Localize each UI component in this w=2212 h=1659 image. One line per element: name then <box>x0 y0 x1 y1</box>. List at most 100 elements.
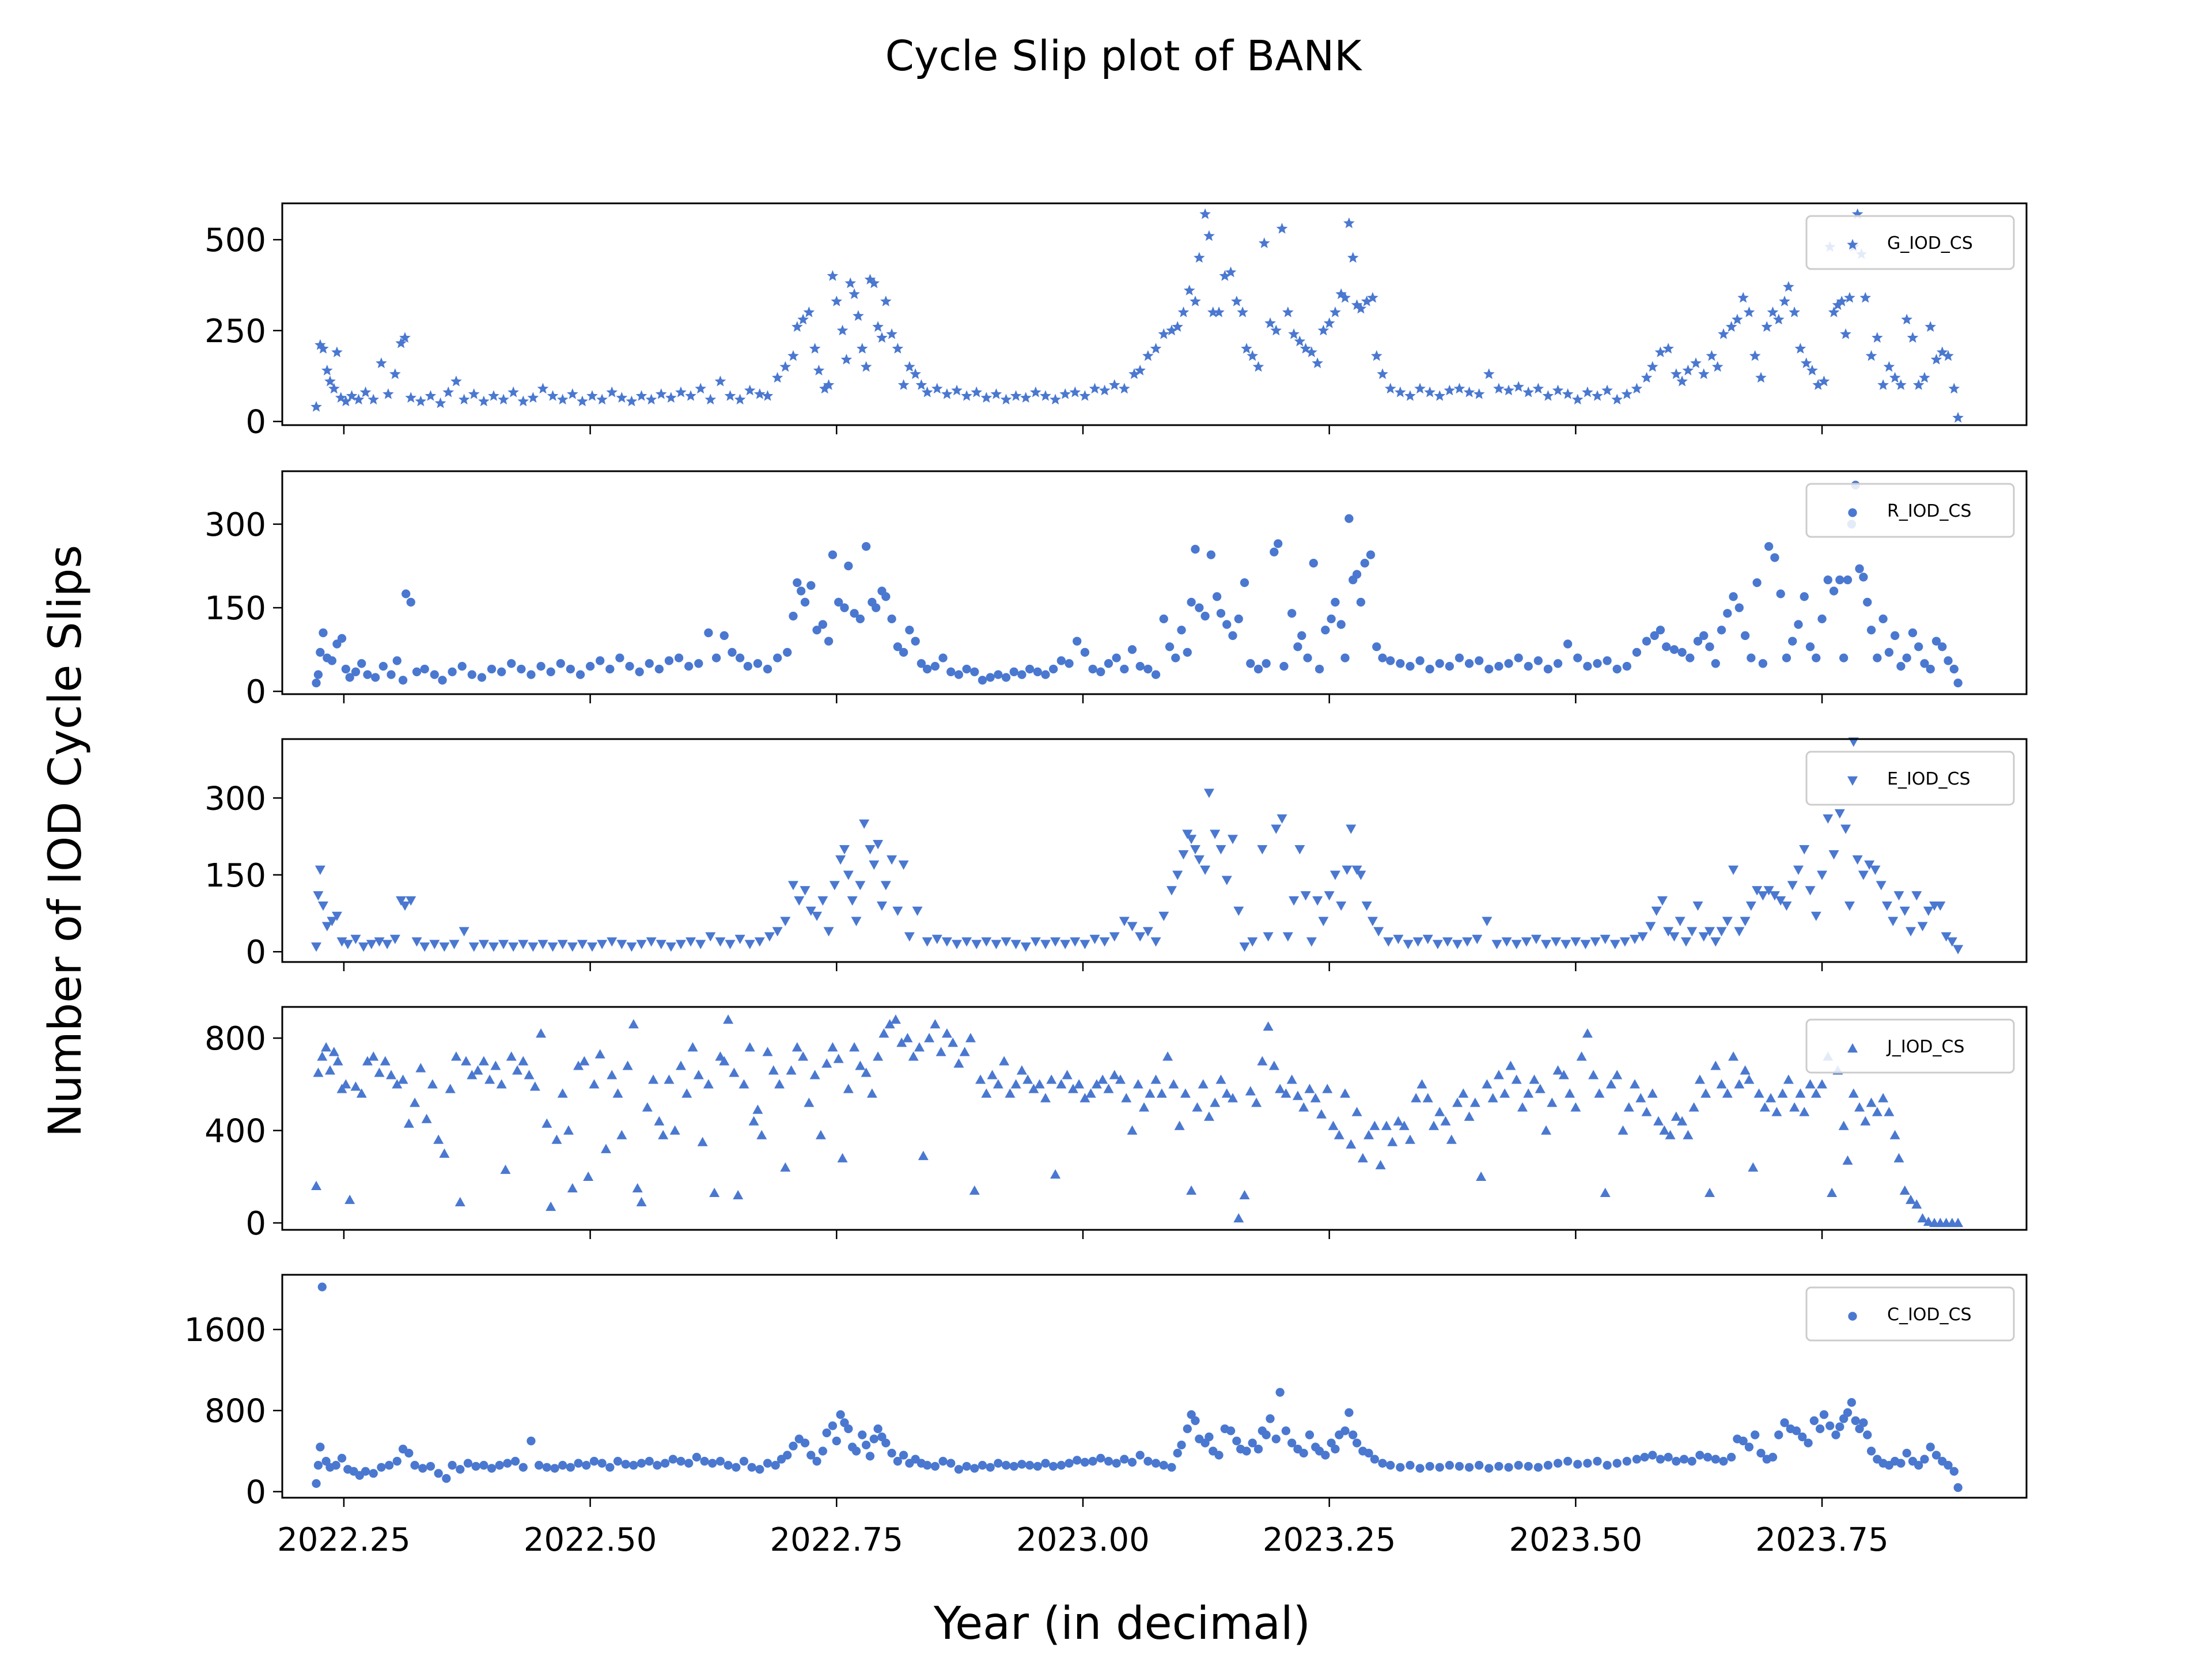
data-point <box>1647 1088 1658 1098</box>
data-point <box>1158 328 1170 339</box>
data-point <box>542 1463 551 1472</box>
data-point <box>537 382 549 394</box>
data-point <box>419 942 430 952</box>
data-point <box>828 550 838 559</box>
data-point <box>1005 1088 1016 1098</box>
data-point <box>478 1056 489 1066</box>
data-point <box>319 628 328 638</box>
data-point <box>1908 628 1918 638</box>
data-point <box>353 393 365 405</box>
data-point <box>332 1056 343 1066</box>
data-point <box>1734 1079 1745 1089</box>
data-point <box>890 1014 901 1024</box>
data-point <box>1017 1460 1027 1469</box>
data-point <box>340 395 352 407</box>
data-point <box>1864 860 1875 870</box>
data-point <box>1321 626 1330 635</box>
data-point <box>1671 368 1682 379</box>
data-point <box>311 1180 322 1191</box>
data-point <box>1159 614 1168 624</box>
data-point <box>1104 1457 1113 1466</box>
data-point <box>1080 1093 1090 1103</box>
data-point <box>1288 328 1300 339</box>
data-point <box>752 1104 763 1114</box>
data-point <box>800 1438 810 1448</box>
data-point <box>1618 1125 1628 1135</box>
data-point <box>1690 357 1702 369</box>
data-point <box>922 937 933 947</box>
data-point <box>1143 664 1153 674</box>
data-point <box>596 656 605 665</box>
data-point <box>315 865 325 875</box>
data-point <box>887 614 896 624</box>
data-point <box>1139 1102 1150 1112</box>
data-point <box>1902 653 1911 662</box>
data-point <box>831 296 843 306</box>
data-point <box>313 891 324 901</box>
data-point <box>687 1042 698 1052</box>
data-point <box>719 631 729 641</box>
data-point <box>1414 382 1426 394</box>
data-point <box>739 1457 749 1466</box>
data-point <box>1017 670 1027 679</box>
data-point <box>1458 1088 1469 1098</box>
data-point <box>1622 1457 1631 1466</box>
data-point <box>1415 1464 1425 1473</box>
data-point <box>1923 1216 1934 1226</box>
data-point <box>635 390 647 401</box>
data-point <box>1316 1109 1327 1119</box>
data-point <box>313 1461 323 1470</box>
data-point <box>1174 1120 1185 1130</box>
data-point <box>1040 390 1051 401</box>
data-point <box>1356 597 1366 607</box>
data-point <box>738 1079 749 1089</box>
data-point <box>921 386 933 397</box>
data-point <box>629 1461 638 1470</box>
data-point <box>1096 667 1105 676</box>
data-point <box>1183 285 1195 296</box>
data-point <box>1895 379 1907 390</box>
data-point <box>467 670 476 679</box>
data-point <box>1621 388 1633 399</box>
data-point <box>1352 570 1362 579</box>
data-point <box>1725 321 1737 332</box>
data-point <box>1662 642 1671 652</box>
data-point <box>1632 1455 1642 1464</box>
data-point <box>912 906 923 916</box>
data-point <box>1050 393 1061 405</box>
data-point <box>1186 835 1197 844</box>
data-point <box>1452 940 1463 949</box>
data-point <box>346 390 358 401</box>
data-point <box>616 940 627 949</box>
data-point <box>1048 1461 1058 1471</box>
data-point <box>1190 296 1201 306</box>
data-point <box>1563 639 1573 649</box>
data-point <box>1252 361 1264 372</box>
data-point <box>439 942 450 952</box>
data-point <box>1825 1421 1835 1430</box>
data-point <box>566 1463 575 1472</box>
data-point <box>507 386 519 397</box>
data-point <box>697 1137 708 1146</box>
data-point <box>1878 1093 1889 1103</box>
data-point <box>1953 945 1964 955</box>
data-point <box>1198 1079 1209 1089</box>
data-point <box>412 667 422 676</box>
data-point <box>1425 664 1434 674</box>
data-point <box>534 1461 544 1470</box>
data-point <box>732 1463 741 1472</box>
data-point <box>597 1459 607 1468</box>
data-point <box>828 1421 838 1430</box>
data-point <box>827 270 839 281</box>
data-point <box>1159 1461 1168 1470</box>
data-point <box>1065 1459 1074 1468</box>
data-point <box>1719 1457 1728 1466</box>
data-point <box>336 937 347 947</box>
data-point <box>1494 1461 1503 1471</box>
data-point <box>1386 656 1395 665</box>
data-point <box>357 659 366 668</box>
data-point <box>1445 661 1455 671</box>
data-point <box>1455 653 1464 662</box>
data-point <box>869 1434 878 1444</box>
data-point <box>1000 393 1012 405</box>
